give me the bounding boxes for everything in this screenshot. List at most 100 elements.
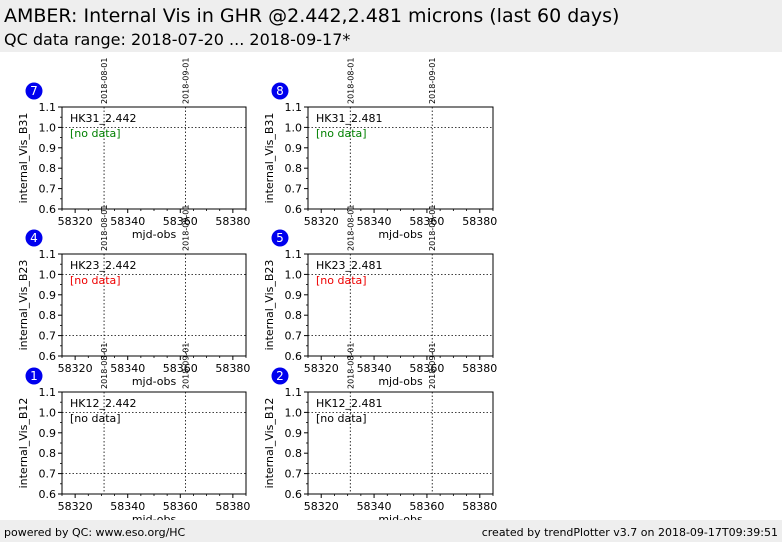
x-tick-label: 58340 — [110, 362, 145, 375]
x-tick-label: 58380 — [462, 362, 497, 375]
x-tick-label: 58360 — [409, 362, 444, 375]
date-marker-label: 2018-08-01 — [346, 343, 355, 390]
y-tick-label: 1.1 — [285, 248, 303, 261]
y-tick-label: 1.1 — [39, 101, 57, 114]
x-axis-label: mjd-obs — [378, 228, 423, 241]
y-tick-label: 0.6 — [39, 350, 57, 363]
y-tick-label: 0.8 — [285, 447, 303, 460]
no-data-status: [no data] — [316, 127, 367, 140]
y-tick-label: 0.6 — [39, 203, 57, 216]
no-data-status: [no data] — [316, 412, 367, 425]
y-tick-label: 0.9 — [39, 289, 57, 302]
date-marker-label: 2018-09-01 — [182, 58, 191, 105]
page-header: AMBER: Internal Vis in GHR @2.442,2.481 … — [0, 0, 782, 52]
y-tick-label: 0.7 — [285, 468, 303, 481]
series-label: HK23_2.481 — [316, 259, 382, 272]
y-axis-label: internal_Vis_B12 — [17, 398, 30, 489]
page-title: AMBER: Internal Vis in GHR @2.442,2.481 … — [4, 5, 620, 27]
y-tick-label: 0.9 — [285, 142, 303, 155]
x-tick-label: 58360 — [163, 500, 198, 513]
series-label: HK31_2.481 — [316, 112, 382, 125]
y-tick-label: 0.8 — [39, 162, 57, 175]
date-marker-label: 2018-08-01 — [100, 205, 109, 252]
x-axis-label: mjd-obs — [378, 375, 423, 388]
y-tick-label: 0.7 — [285, 330, 303, 343]
panel-number-badge — [25, 229, 43, 247]
footer-created-by: created by trendPlotter v3.7 on 2018-09-… — [481, 526, 778, 539]
y-tick-label: 0.6 — [285, 203, 303, 216]
y-tick-label: 1.0 — [39, 268, 57, 281]
y-tick-label: 0.9 — [39, 142, 57, 155]
series-label: HK12_2.481 — [316, 397, 382, 410]
y-axis-label: internal_Vis_B31 — [263, 113, 276, 204]
x-tick-label: 58360 — [409, 500, 444, 513]
y-tick-label: 1.1 — [39, 248, 57, 261]
y-axis-label: internal_Vis_B12 — [263, 398, 276, 489]
date-marker-label: 2018-08-01 — [100, 343, 109, 390]
y-tick-label: 1.0 — [39, 406, 57, 419]
y-tick-label: 0.9 — [39, 427, 57, 440]
panel-number: 2 — [276, 369, 284, 383]
x-tick-label: 58340 — [110, 215, 145, 228]
no-data-status: [no data] — [70, 127, 121, 140]
y-tick-label: 1.1 — [39, 386, 57, 399]
date-marker-label: 2018-08-01 — [100, 58, 109, 105]
y-tick-label: 1.1 — [285, 386, 303, 399]
y-tick-label: 0.9 — [285, 427, 303, 440]
y-tick-label: 0.6 — [285, 488, 303, 501]
x-tick-label: 58320 — [58, 500, 93, 513]
x-tick-label: 58340 — [357, 500, 392, 513]
x-tick-label: 58320 — [304, 500, 339, 513]
x-tick-label: 58320 — [304, 215, 339, 228]
y-tick-label: 0.8 — [285, 309, 303, 322]
panel-number-badge — [25, 82, 43, 100]
panel-number: 4 — [30, 231, 38, 245]
y-tick-label: 0.8 — [285, 162, 303, 175]
y-tick-label: 0.7 — [39, 183, 57, 196]
panel-number: 5 — [276, 231, 284, 245]
footer-powered-by: powered by QC: www.eso.org/HC — [4, 526, 186, 539]
date-marker-label: 2018-09-01 — [428, 343, 437, 390]
y-tick-label: 0.6 — [39, 488, 57, 501]
y-tick-label: 1.0 — [285, 121, 303, 134]
series-label: HK31_2.442 — [70, 112, 136, 125]
page-footer: powered by QC: www.eso.org/HC created by… — [0, 520, 782, 542]
no-data-status: [no data] — [70, 412, 121, 425]
series-label: HK12_2.442 — [70, 397, 136, 410]
panel-number-badge — [271, 229, 289, 247]
y-axis-label: internal_Vis_B23 — [263, 260, 276, 351]
y-tick-label: 1.0 — [285, 406, 303, 419]
y-tick-label: 0.8 — [39, 309, 57, 322]
y-tick-label: 0.7 — [285, 183, 303, 196]
date-marker-label: 2018-09-01 — [428, 58, 437, 105]
date-marker-label: 2018-09-01 — [182, 343, 191, 390]
x-tick-label: 58360 — [163, 215, 198, 228]
date-marker-label: 2018-09-01 — [428, 205, 437, 252]
x-tick-label: 58340 — [357, 215, 392, 228]
x-tick-label: 58380 — [462, 215, 497, 228]
date-marker-label: 2018-08-01 — [346, 205, 355, 252]
x-tick-label: 58380 — [462, 500, 497, 513]
y-tick-label: 0.9 — [285, 289, 303, 302]
x-tick-label: 58380 — [215, 500, 250, 513]
panel-number-badge — [271, 367, 289, 385]
y-axis-label: internal_Vis_B23 — [17, 260, 30, 351]
y-tick-label: 0.8 — [39, 447, 57, 460]
x-tick-label: 58380 — [215, 215, 250, 228]
panel-number-badge — [271, 82, 289, 100]
y-tick-label: 0.7 — [39, 330, 57, 343]
x-tick-label: 58360 — [409, 215, 444, 228]
panel-number-badge — [25, 367, 43, 385]
x-tick-label: 58320 — [58, 215, 93, 228]
x-axis-label: mjd-obs — [132, 375, 177, 388]
x-tick-label: 58340 — [110, 500, 145, 513]
x-tick-label: 58340 — [357, 362, 392, 375]
panel-number: 7 — [30, 84, 38, 98]
no-data-status: [no data] — [70, 274, 121, 287]
y-axis-label: internal_Vis_B31 — [17, 113, 30, 204]
y-tick-label: 1.0 — [39, 121, 57, 134]
date-marker-label: 2018-09-01 — [182, 205, 191, 252]
y-tick-label: 1.1 — [285, 101, 303, 114]
x-tick-label: 58320 — [304, 362, 339, 375]
y-tick-label: 1.0 — [285, 268, 303, 281]
